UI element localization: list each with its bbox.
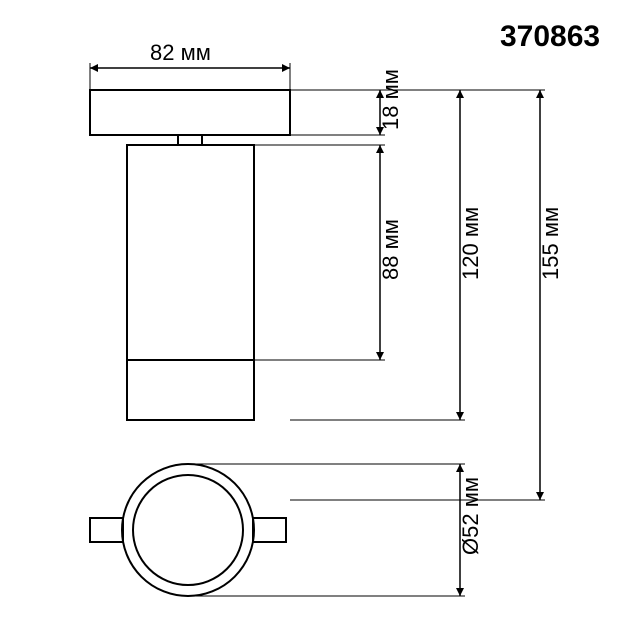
svg-text:82 мм: 82 мм [150, 40, 211, 65]
svg-text:18 мм: 18 мм [378, 69, 403, 130]
svg-text:120 мм: 120 мм [458, 207, 483, 280]
svg-text:Ø52 мм: Ø52 мм [458, 477, 483, 555]
part-code: 370863 [500, 20, 600, 54]
technical-drawing: 82 мм 18 мм 88 мм 120 мм 155 мм Ø52 мм [0, 0, 640, 640]
svg-text:155 мм: 155 мм [538, 207, 563, 280]
svg-text:88 мм: 88 мм [378, 219, 403, 280]
